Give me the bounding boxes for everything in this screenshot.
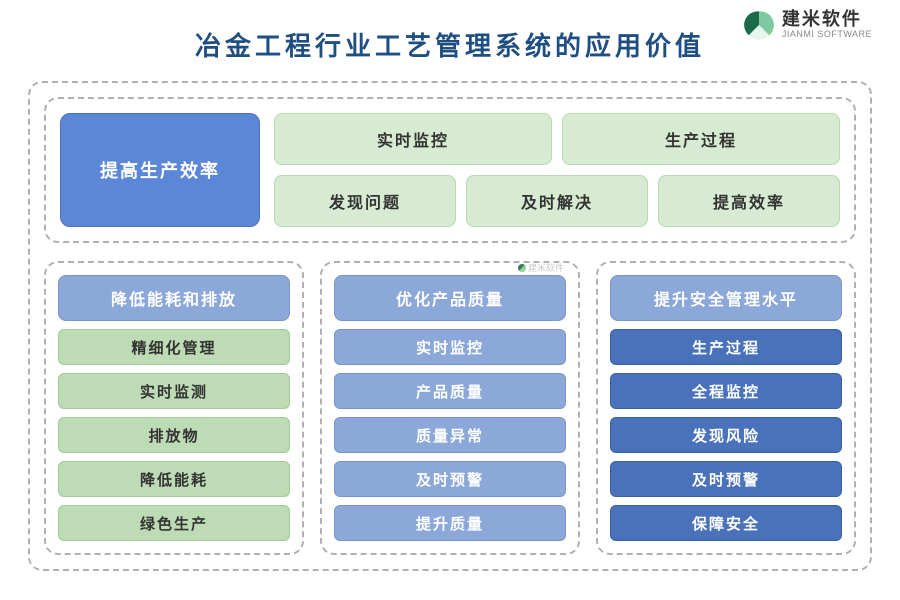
column-item: 及时预警 bbox=[334, 461, 566, 497]
top-cell: 发现问题 bbox=[274, 175, 456, 227]
column-item: 生产过程 bbox=[610, 329, 842, 365]
logo-icon bbox=[742, 8, 776, 42]
top-main-box: 提高生产效率 bbox=[60, 113, 260, 227]
logo-text: 建米软件 JIANMI SOFTWARE bbox=[782, 10, 872, 40]
column: 降低能耗和排放精细化管理实时监测排放物降低能耗绿色生产 bbox=[44, 261, 304, 555]
column-item: 发现风险 bbox=[610, 417, 842, 453]
top-cell: 生产过程 bbox=[562, 113, 840, 165]
column-item: 降低能耗 bbox=[58, 461, 290, 497]
logo-cn: 建米软件 bbox=[782, 10, 872, 30]
column-item: 排放物 bbox=[58, 417, 290, 453]
watermark-text: 建米软件 bbox=[528, 261, 564, 274]
top-cell: 提高效率 bbox=[658, 175, 840, 227]
column-item: 全程监控 bbox=[610, 373, 842, 409]
column-header: 提升安全管理水平 bbox=[610, 275, 842, 321]
column-item: 实时监测 bbox=[58, 373, 290, 409]
column-item: 产品质量 bbox=[334, 373, 566, 409]
logo-en: JIANMI SOFTWARE bbox=[782, 30, 872, 40]
top-main-label: 提高生产效率 bbox=[100, 157, 220, 183]
watermark: 建米软件 bbox=[518, 261, 564, 274]
column: 提升安全管理水平生产过程全程监控发现风险及时预警保障安全 bbox=[596, 261, 856, 555]
top-cell: 及时解决 bbox=[466, 175, 648, 227]
column-item: 保障安全 bbox=[610, 505, 842, 541]
top-row-1: 实时监控生产过程 bbox=[274, 113, 840, 165]
column-item: 提升质量 bbox=[334, 505, 566, 541]
top-panel: 提高生产效率 实时监控生产过程 发现问题及时解决提高效率 bbox=[44, 97, 856, 243]
diagram-container: 提高生产效率 实时监控生产过程 发现问题及时解决提高效率 降低能耗和排放精细化管… bbox=[28, 81, 872, 571]
column: 优化产品质量实时监控产品质量质量异常及时预警提升质量 建米软件 bbox=[320, 261, 580, 555]
top-right-grid: 实时监控生产过程 发现问题及时解决提高效率 bbox=[274, 113, 840, 227]
logo: 建米软件 JIANMI SOFTWARE bbox=[742, 8, 872, 42]
column-header: 优化产品质量 bbox=[334, 275, 566, 321]
column-item: 绿色生产 bbox=[58, 505, 290, 541]
top-row-2: 发现问题及时解决提高效率 bbox=[274, 175, 840, 227]
column-item: 实时监控 bbox=[334, 329, 566, 365]
watermark-icon bbox=[518, 264, 526, 272]
column-header: 降低能耗和排放 bbox=[58, 275, 290, 321]
top-cell: 实时监控 bbox=[274, 113, 552, 165]
column-item: 精细化管理 bbox=[58, 329, 290, 365]
column-item: 及时预警 bbox=[610, 461, 842, 497]
columns-row: 降低能耗和排放精细化管理实时监测排放物降低能耗绿色生产优化产品质量实时监控产品质… bbox=[44, 261, 856, 555]
column-item: 质量异常 bbox=[334, 417, 566, 453]
